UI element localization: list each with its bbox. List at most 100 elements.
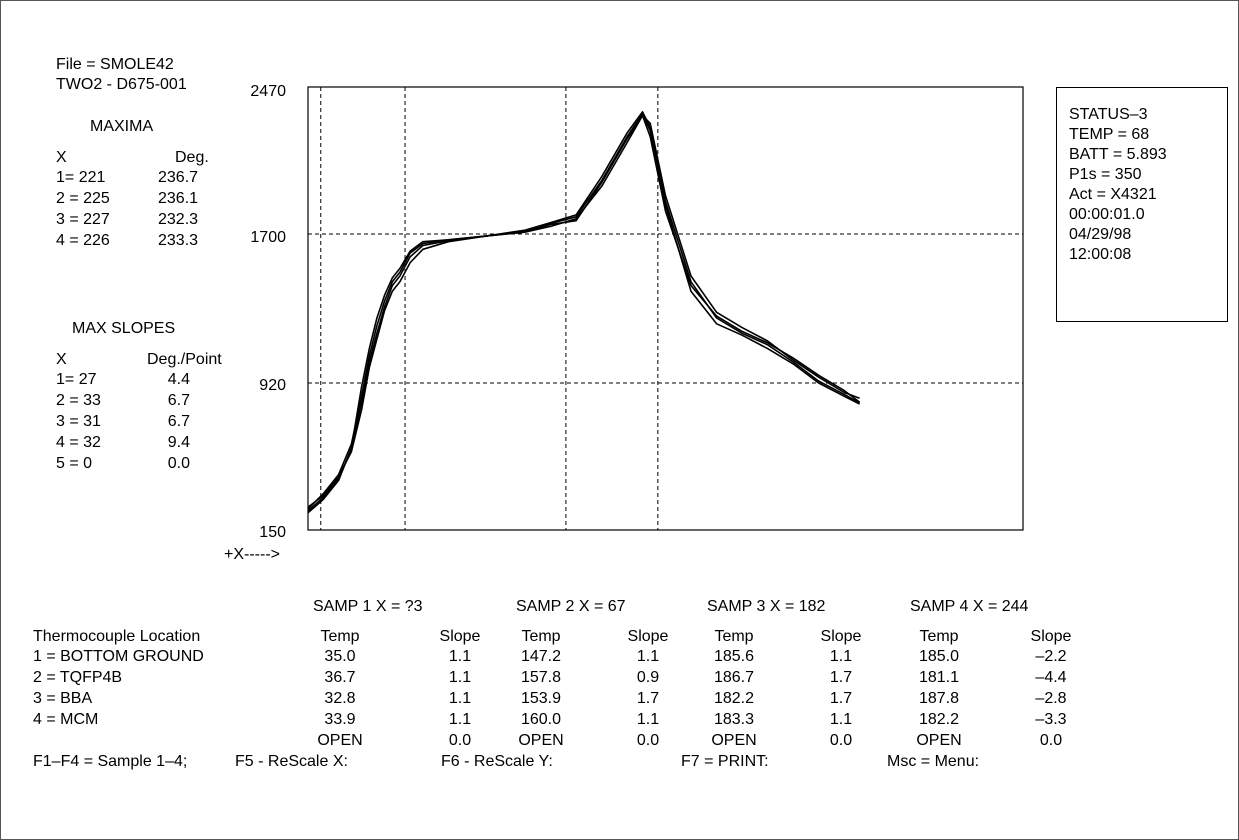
temp-value: 32.8 [324, 690, 356, 707]
function-key-4[interactable]: F7 = PRINT: [681, 753, 769, 770]
temp-value: 157.8 [520, 669, 562, 686]
sample-header: SAMP 2 X = 67 [516, 598, 626, 615]
thermocouple-location: 1 = BOTTOM GROUND [33, 648, 204, 665]
y-tick-label: 920 [259, 377, 286, 394]
slope-value: 0.0 [1039, 732, 1063, 749]
status-panel: STATUS–3 TEMP = 68 BATT = 5.893 P1s = 350 Ac… [1056, 87, 1228, 322]
maxima-deg: 236.7 [158, 169, 199, 186]
slope-value: 0.0 [448, 732, 472, 749]
slope-value: 1.7 [636, 690, 660, 707]
function-key-1[interactable]: F1–F4 = Sample 1–4; [33, 753, 188, 770]
function-key-2[interactable]: F5 - ReScale X: [235, 753, 348, 770]
sample-header: SAMP 1 X = ?3 [313, 598, 423, 615]
max-slope-x: 5 = 0 [56, 455, 93, 472]
slope-value: 0.9 [636, 669, 660, 686]
maxima-deg: 232.3 [158, 211, 199, 228]
location-column-header: Thermocouple Location [33, 628, 201, 645]
status-line: TEMP = 68 [1069, 126, 1150, 143]
thermocouple-location: 3 = BBA [33, 690, 93, 707]
temp-column-header: Temp [320, 628, 360, 645]
status-line: Act = X4321 [1069, 186, 1157, 203]
slope-value: –2.8 [1035, 690, 1067, 707]
sample-header: SAMP 4 X = 244 [910, 598, 1029, 615]
temp-value: 182.2 [918, 711, 960, 728]
temp-value: OPEN [711, 732, 757, 749]
slope-value: –4.4 [1035, 669, 1067, 686]
maxima-deg: 236.1 [158, 190, 199, 207]
thermocouple-series-line-2 [307, 111, 860, 510]
temp-column-header: Temp [521, 628, 561, 645]
slope-value: 1.1 [448, 648, 472, 665]
temp-value: OPEN [317, 732, 363, 749]
thermocouple-location: 4 = MCM [33, 711, 99, 728]
plot-area-border [307, 86, 1024, 531]
y-tick-label: 150 [259, 524, 286, 541]
status-line: P1s = 350 [1069, 166, 1142, 183]
max-slope-x: 2 = 33 [56, 392, 101, 409]
temp-value: 187.8 [918, 690, 960, 707]
maxima-col-x: X [56, 149, 67, 166]
max-slope-value: 4.4 [167, 371, 190, 388]
slope-value: –3.3 [1035, 711, 1067, 728]
status-line: BATT = 5.893 [1069, 146, 1167, 163]
status-line: 12:00:08 [1069, 246, 1132, 263]
slope-column-header: Slope [1030, 628, 1072, 645]
sample-header: SAMP 3 X = 182 [707, 598, 826, 615]
status-line: 00:00:01.0 [1069, 206, 1145, 223]
y-tick-label: 1700 [250, 229, 286, 246]
file-name-line: File = SMOLE42 [56, 56, 174, 73]
maxima-deg: 233.3 [158, 232, 199, 249]
function-key-5[interactable]: Msc = Menu: [887, 753, 980, 770]
slope-column-header: Slope [820, 628, 862, 645]
max-slope-value: 0.0 [167, 455, 190, 472]
slope-value: 1.1 [829, 648, 853, 665]
slope-column-header: Slope [627, 628, 669, 645]
max-slopes-col-slope: Deg./Point [147, 351, 222, 368]
maxima-x: 2 = 225 [56, 190, 110, 207]
max-slopes-col-x: X [56, 351, 67, 368]
y-tick-label: 2470 [250, 83, 286, 100]
max-slope-x: 3 = 31 [56, 413, 101, 430]
slope-value: 1.1 [636, 648, 660, 665]
temp-value: 36.7 [324, 669, 356, 686]
temp-value: 147.2 [520, 648, 562, 665]
slope-value: 0.0 [636, 732, 660, 749]
thermocouple-series-line-3 [307, 114, 860, 514]
temp-value: 160.0 [520, 711, 562, 728]
function-key-3[interactable]: F6 - ReScale Y: [441, 753, 553, 770]
thermocouple-series-line-1 [307, 114, 861, 508]
temp-value: 182.2 [713, 690, 755, 707]
slope-value: 1.7 [829, 690, 853, 707]
slope-value: 1.1 [448, 669, 472, 686]
status-line: STATUS–3 [1069, 106, 1148, 123]
max-slopes-title: MAX SLOPES [72, 320, 176, 337]
maxima-x: 3 = 227 [56, 211, 110, 228]
temp-column-header: Temp [919, 628, 959, 645]
temp-value: 186.7 [713, 669, 755, 686]
slope-value: –2.2 [1035, 648, 1067, 665]
slope-column-header: Slope [439, 628, 481, 645]
temp-value: OPEN [518, 732, 564, 749]
temp-value: OPEN [916, 732, 962, 749]
temp-value: 185.0 [918, 648, 960, 665]
thermocouple-location: 2 = TQFP4B [33, 669, 123, 686]
thermocouple-series-line-4 [307, 112, 860, 512]
maxima-x: 4 = 226 [56, 232, 110, 249]
profile-name-line: TWO2 - D675-001 [56, 76, 187, 93]
status-line: 04/29/98 [1069, 226, 1132, 243]
max-slope-value: 6.7 [167, 413, 190, 430]
slope-value: 1.1 [448, 690, 472, 707]
max-slope-value: 9.4 [167, 434, 190, 451]
temp-value: 153.9 [520, 690, 562, 707]
max-slope-x: 4 = 32 [56, 434, 101, 451]
temp-value: 33.9 [324, 711, 356, 728]
slope-value: 1.1 [448, 711, 472, 728]
max-slope-x: 1= 27 [56, 371, 97, 388]
slope-value: 1.7 [829, 669, 853, 686]
maxima-col-deg: Deg. [175, 149, 209, 166]
maxima-x: 1= 221 [56, 169, 106, 186]
slope-value: 1.1 [829, 711, 853, 728]
slope-value: 1.1 [636, 711, 660, 728]
max-slope-value: 6.7 [167, 392, 190, 409]
